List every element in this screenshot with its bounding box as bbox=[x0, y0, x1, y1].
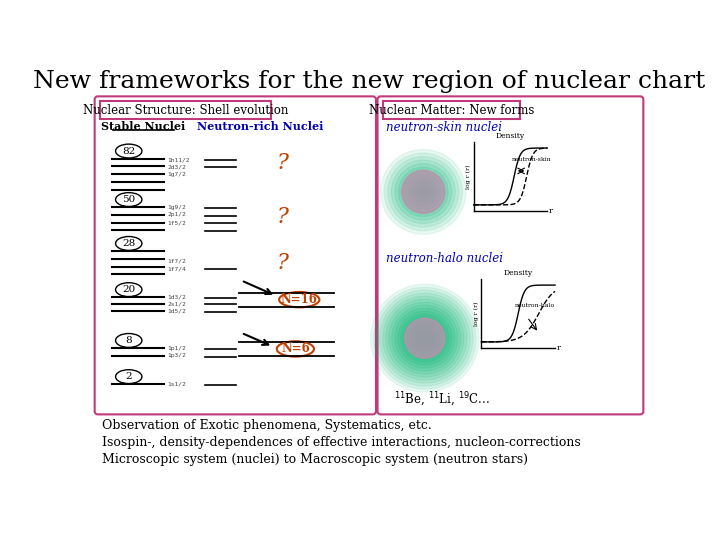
Text: 2p1/2: 2p1/2 bbox=[168, 212, 186, 218]
Text: ?: ? bbox=[276, 152, 288, 174]
Text: 1s1/2: 1s1/2 bbox=[168, 382, 186, 387]
Ellipse shape bbox=[279, 292, 320, 307]
Circle shape bbox=[398, 167, 448, 217]
Text: 1g9/2: 1g9/2 bbox=[168, 205, 186, 210]
Circle shape bbox=[389, 302, 461, 374]
Text: 50: 50 bbox=[122, 195, 135, 204]
Circle shape bbox=[395, 164, 451, 220]
Circle shape bbox=[405, 318, 445, 358]
FancyBboxPatch shape bbox=[100, 101, 271, 119]
Text: 1p3/2: 1p3/2 bbox=[168, 353, 186, 359]
Circle shape bbox=[402, 170, 445, 213]
Text: 1d3/2: 1d3/2 bbox=[168, 295, 186, 300]
Ellipse shape bbox=[116, 283, 142, 296]
Text: $^{11}$Be, $^{11}$Li, $^{19}$C...: $^{11}$Be, $^{11}$Li, $^{19}$C... bbox=[394, 391, 490, 409]
Text: Stable Nuclei: Stable Nuclei bbox=[101, 121, 185, 132]
Text: neutron-halo: neutron-halo bbox=[515, 302, 554, 308]
Circle shape bbox=[413, 181, 434, 202]
Text: N=6: N=6 bbox=[281, 342, 310, 355]
Ellipse shape bbox=[116, 144, 142, 158]
Text: ?: ? bbox=[276, 253, 288, 274]
Text: N=16: N=16 bbox=[281, 293, 318, 306]
Text: neutron-halo nuclei: neutron-halo nuclei bbox=[386, 252, 503, 265]
Ellipse shape bbox=[116, 193, 142, 206]
Circle shape bbox=[422, 335, 428, 341]
Circle shape bbox=[379, 293, 470, 383]
Text: 20: 20 bbox=[122, 285, 135, 294]
Text: log r (r): log r (r) bbox=[474, 301, 479, 326]
Ellipse shape bbox=[116, 334, 142, 347]
Text: 1f7/4: 1f7/4 bbox=[168, 266, 186, 271]
Text: ?: ? bbox=[276, 206, 288, 228]
Text: 1f7/2: 1f7/2 bbox=[168, 259, 186, 264]
Text: neutron-skin nuclei: neutron-skin nuclei bbox=[386, 122, 502, 134]
Text: 2s1/2: 2s1/2 bbox=[168, 301, 186, 306]
Text: Density: Density bbox=[503, 269, 533, 277]
Text: Nuclear Structure: Shell evolution: Nuclear Structure: Shell evolution bbox=[83, 105, 288, 118]
Text: 1h11/2: 1h11/2 bbox=[168, 157, 190, 162]
Circle shape bbox=[386, 299, 464, 377]
Circle shape bbox=[381, 150, 466, 234]
Circle shape bbox=[395, 308, 455, 368]
Circle shape bbox=[377, 290, 473, 386]
Text: 1f5/2: 1f5/2 bbox=[168, 220, 186, 225]
Text: 1g7/2: 1g7/2 bbox=[168, 172, 186, 178]
Text: 1p1/2: 1p1/2 bbox=[168, 346, 186, 350]
Circle shape bbox=[409, 178, 438, 206]
FancyBboxPatch shape bbox=[94, 96, 376, 414]
Text: Nuclear Matter: New forms: Nuclear Matter: New forms bbox=[369, 105, 535, 118]
Text: 1d5/2: 1d5/2 bbox=[168, 309, 186, 314]
Text: 82: 82 bbox=[122, 146, 135, 156]
Circle shape bbox=[401, 314, 449, 362]
Circle shape bbox=[415, 329, 434, 347]
Circle shape bbox=[410, 323, 440, 353]
Text: Microscopic system (nuclei) to Macroscopic system (neutron stars): Microscopic system (nuclei) to Macroscop… bbox=[102, 453, 528, 465]
Circle shape bbox=[391, 160, 455, 224]
Text: r: r bbox=[557, 345, 561, 353]
Ellipse shape bbox=[116, 237, 142, 251]
Text: Neutron-rich Nuclei: Neutron-rich Nuclei bbox=[197, 121, 324, 132]
Text: 28: 28 bbox=[122, 239, 135, 248]
Circle shape bbox=[405, 174, 441, 210]
Circle shape bbox=[420, 188, 427, 195]
Text: 2: 2 bbox=[125, 372, 132, 381]
Circle shape bbox=[407, 320, 443, 356]
Circle shape bbox=[413, 326, 437, 350]
Text: Density: Density bbox=[496, 132, 525, 140]
Circle shape bbox=[404, 317, 446, 359]
Ellipse shape bbox=[276, 341, 314, 356]
FancyBboxPatch shape bbox=[377, 96, 644, 414]
Text: New frameworks for the new region of nuclear chart: New frameworks for the new region of nuc… bbox=[33, 70, 705, 93]
Text: neutron-skin: neutron-skin bbox=[512, 157, 552, 162]
Text: 8: 8 bbox=[125, 336, 132, 345]
Text: r: r bbox=[549, 207, 553, 215]
Circle shape bbox=[374, 287, 476, 389]
Text: Isospin-, density-dependences of effective interactions, nucleon-corrections: Isospin-, density-dependences of effecti… bbox=[102, 436, 580, 449]
FancyBboxPatch shape bbox=[383, 101, 520, 119]
Circle shape bbox=[388, 157, 459, 227]
Circle shape bbox=[402, 171, 444, 213]
Circle shape bbox=[419, 332, 431, 344]
Circle shape bbox=[384, 153, 462, 231]
Circle shape bbox=[371, 284, 479, 392]
Text: 2d3/2: 2d3/2 bbox=[168, 165, 186, 170]
Circle shape bbox=[397, 311, 452, 365]
Ellipse shape bbox=[116, 370, 142, 383]
Text: Observation of Exotic phenomena, Systematics, etc.: Observation of Exotic phenomena, Systema… bbox=[102, 418, 431, 431]
Text: log r (r): log r (r) bbox=[466, 164, 472, 188]
Circle shape bbox=[416, 185, 431, 199]
Circle shape bbox=[382, 296, 467, 380]
Circle shape bbox=[392, 305, 458, 371]
